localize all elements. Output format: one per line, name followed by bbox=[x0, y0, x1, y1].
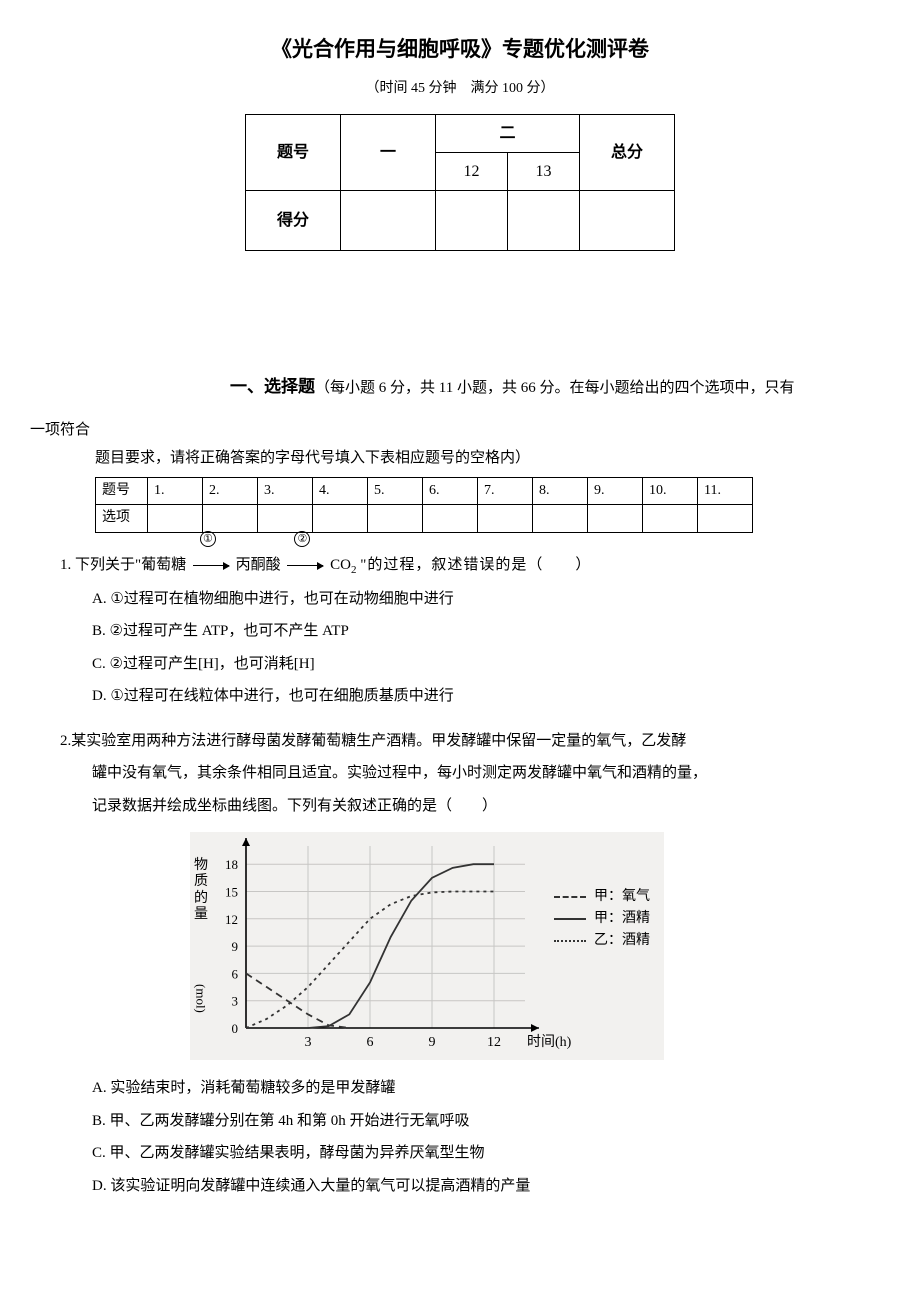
answer-cell bbox=[313, 505, 368, 533]
svg-text:12: 12 bbox=[225, 912, 238, 927]
q1-number: 1. bbox=[60, 557, 71, 573]
score-col-two: 二 bbox=[436, 115, 580, 153]
question-1: 1. 下列关于"葡萄糖 ① 丙酮酸 ② CO2 "的过程，叙述错误的是（ ） A… bbox=[60, 551, 860, 711]
q1-co2-sub: 2 bbox=[351, 564, 357, 576]
q1-stem: 1. 下列关于"葡萄糖 ① 丙酮酸 ② CO2 "的过程，叙述错误的是（ ） bbox=[60, 551, 860, 581]
legend-label: 甲：酒精 bbox=[594, 908, 650, 930]
svg-text:6: 6 bbox=[232, 967, 239, 982]
answer-grid-col-10: 10. bbox=[643, 477, 698, 505]
legend-line-icon bbox=[554, 896, 586, 898]
q2-stem1: 某实验室用两种方法进行酵母菌发酵葡萄糖生产酒精。甲发酵罐中保留一定量的氧气，乙发… bbox=[71, 733, 686, 749]
answer-grid-col-8: 8. bbox=[533, 477, 588, 505]
answer-grid-col-3: 3. bbox=[258, 477, 313, 505]
q1-mid: 丙酮酸 bbox=[236, 557, 281, 573]
q1-circ-1: ① bbox=[200, 531, 216, 547]
section-1-instruction: 题目要求，请将正确答案的字母代号填入下表相应题号的空格内） bbox=[95, 444, 890, 473]
answer-grid-col-1: 1. bbox=[148, 477, 203, 505]
answer-cell bbox=[258, 505, 313, 533]
answer-grid-col-6: 6. bbox=[423, 477, 478, 505]
page-subtitle: （时间 45 分钟 满分 100 分） bbox=[30, 76, 890, 103]
answer-cell bbox=[588, 505, 643, 533]
q1-option-c: C. ②过程可产生[H]，也可消耗[H] bbox=[92, 650, 860, 679]
legend-row: 甲：氧气 bbox=[554, 886, 650, 908]
q2-chart: 物质的量 (mol) 036912151836912时间(h) 甲：氧气甲：酒精… bbox=[190, 832, 664, 1060]
q1-circ-2: ② bbox=[294, 531, 310, 547]
section-1-hangline: 一项符合 bbox=[30, 416, 890, 445]
score-summary-table: 题号 一 二 总分 12 13 得分 bbox=[245, 114, 675, 251]
q1-arrow-2: ② bbox=[284, 551, 326, 580]
answer-grid: 题号 1. 2. 3. 4. 5. 6. 7. 8. 9. 10. 11. 选项 bbox=[95, 477, 753, 533]
legend-row: 乙：酒精 bbox=[554, 930, 650, 952]
answer-grid-header-row: 题号 1. 2. 3. 4. 5. 6. 7. 8. 9. 10. 11. bbox=[96, 477, 753, 505]
score-cell-one bbox=[341, 191, 436, 251]
legend-line-icon bbox=[554, 940, 586, 942]
answer-cell bbox=[423, 505, 478, 533]
answer-grid-col-2: 2. bbox=[203, 477, 258, 505]
answer-cell bbox=[368, 505, 423, 533]
answer-cell bbox=[533, 505, 588, 533]
section-1-detail-a: （每小题 6 分，共 11 小题，共 66 分。在每小题给出的四个选项中，只有 bbox=[315, 380, 794, 396]
svg-text:9: 9 bbox=[232, 939, 239, 954]
answer-cell bbox=[148, 505, 203, 533]
question-2: 2.某实验室用两种方法进行酵母菌发酵葡萄糖生产酒精。甲发酵罐中保留一定量的氧气，… bbox=[60, 727, 860, 1201]
svg-text:3: 3 bbox=[232, 994, 239, 1009]
q2-options: A. 实验结束时，消耗葡萄糖较多的是甲发酵罐 B. 甲、乙两发酵罐分别在第 4h… bbox=[92, 1074, 860, 1200]
answer-cell bbox=[478, 505, 533, 533]
q1-option-a: A. ①过程可在植物细胞中进行，也可在动物细胞中进行 bbox=[92, 585, 860, 614]
q1-stem-b: "的过程，叙述错误的是（ ） bbox=[360, 557, 591, 573]
answer-grid-answer-row: 选项 bbox=[96, 505, 753, 533]
q2-stem-line1: 2.某实验室用两种方法进行酵母菌发酵葡萄糖生产酒精。甲发酵罐中保留一定量的氧气，… bbox=[60, 727, 860, 756]
score-col-two-13: 13 bbox=[508, 153, 580, 191]
score-row-label: 得分 bbox=[246, 191, 341, 251]
q2-option-a: A. 实验结束时，消耗葡萄糖较多的是甲发酵罐 bbox=[92, 1074, 860, 1103]
svg-text:9: 9 bbox=[429, 1035, 436, 1050]
answer-grid-row2-label: 选项 bbox=[96, 505, 148, 533]
answer-grid-col-9: 9. bbox=[588, 477, 643, 505]
legend-label: 甲：氧气 bbox=[594, 886, 650, 908]
q2-option-d: D. 该实验证明向发酵罐中连续通入大量的氧气可以提高酒精的产量 bbox=[92, 1172, 860, 1201]
legend-label: 乙：酒精 bbox=[594, 930, 650, 952]
section-1-heading: 一、选择题（每小题 6 分，共 11 小题，共 66 分。在每小题给出的四个选项… bbox=[230, 371, 890, 403]
q2-stem-line2: 罐中没有氧气，其余条件相同且适宜。实验过程中，每小时测定两发酵罐中氧气和酒精的量… bbox=[92, 759, 860, 788]
answer-grid-col-11: 11. bbox=[698, 477, 753, 505]
legend-row: 甲：酒精 bbox=[554, 908, 650, 930]
answer-cell bbox=[643, 505, 698, 533]
score-cell-13 bbox=[508, 191, 580, 251]
score-col-two-12: 12 bbox=[436, 153, 508, 191]
q2-number: 2. bbox=[60, 733, 71, 749]
svg-text:3: 3 bbox=[305, 1035, 312, 1050]
svg-text:18: 18 bbox=[225, 858, 238, 873]
q2-stem-line3: 记录数据并绘成坐标曲线图。下列有关叙述正确的是（ ） bbox=[92, 792, 860, 821]
q1-option-d: D. ①过程可在线粒体中进行，也可在细胞质基质中进行 bbox=[92, 682, 860, 711]
svg-text:6: 6 bbox=[367, 1035, 374, 1050]
score-header-label: 题号 bbox=[246, 115, 341, 191]
answer-grid-col-7: 7. bbox=[478, 477, 533, 505]
score-cell-total bbox=[580, 191, 675, 251]
section-1-lead: 一、选择题 bbox=[230, 377, 315, 396]
q2-option-c: C. 甲、乙两发酵罐实验结果表明，酵母菌为异养厌氧型生物 bbox=[92, 1139, 860, 1168]
svg-text:0: 0 bbox=[232, 1021, 239, 1036]
answer-grid-col-5: 5. bbox=[368, 477, 423, 505]
q1-co2: CO bbox=[330, 557, 351, 573]
answer-cell bbox=[698, 505, 753, 533]
answer-grid-col-4: 4. bbox=[313, 477, 368, 505]
legend-line-icon bbox=[554, 918, 586, 920]
svg-text:12: 12 bbox=[487, 1035, 501, 1050]
q1-option-b: B. ②过程可产生 ATP，也可不产生 ATP bbox=[92, 617, 860, 646]
score-col-total: 总分 bbox=[580, 115, 675, 191]
q1-arrow-1: ① bbox=[190, 551, 232, 580]
q2-option-b: B. 甲、乙两发酵罐分别在第 4h 和第 0h 开始进行无氧呼吸 bbox=[92, 1107, 860, 1136]
q1-stem-a: 下列关于"葡萄糖 bbox=[75, 557, 186, 573]
score-col-one: 一 bbox=[341, 115, 436, 191]
chart-legend: 甲：氧气甲：酒精乙：酒精 bbox=[554, 886, 650, 951]
answer-grid-row1-label: 题号 bbox=[96, 477, 148, 505]
score-cell-12 bbox=[436, 191, 508, 251]
svg-text:15: 15 bbox=[225, 885, 238, 900]
q1-options: A. ①过程可在植物细胞中进行，也可在动物细胞中进行 B. ②过程可产生 ATP… bbox=[92, 585, 860, 711]
page-title: 《光合作用与细胞呼吸》专题优化测评卷 bbox=[30, 30, 890, 70]
svg-text:时间(h): 时间(h) bbox=[527, 1034, 572, 1050]
answer-cell bbox=[203, 505, 258, 533]
